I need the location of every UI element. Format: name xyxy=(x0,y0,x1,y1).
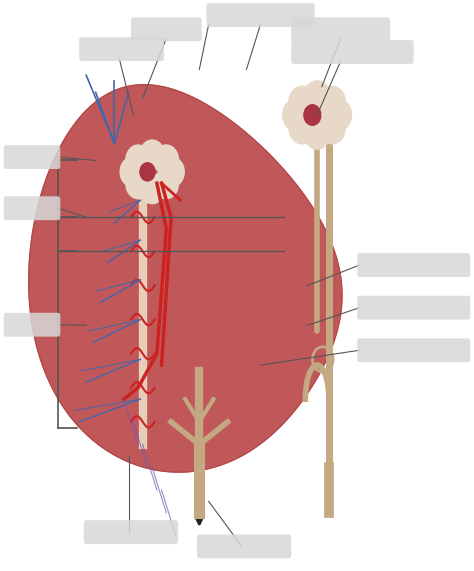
FancyBboxPatch shape xyxy=(291,17,390,41)
FancyBboxPatch shape xyxy=(131,17,201,41)
Circle shape xyxy=(126,169,150,199)
FancyBboxPatch shape xyxy=(84,520,178,544)
Circle shape xyxy=(126,145,150,175)
Circle shape xyxy=(140,163,155,181)
Circle shape xyxy=(160,157,184,187)
Circle shape xyxy=(304,105,321,125)
Circle shape xyxy=(289,86,315,118)
FancyBboxPatch shape xyxy=(79,37,164,61)
FancyBboxPatch shape xyxy=(357,339,470,362)
FancyBboxPatch shape xyxy=(197,534,291,558)
Circle shape xyxy=(304,117,330,149)
Circle shape xyxy=(140,140,164,170)
FancyBboxPatch shape xyxy=(4,196,60,220)
Circle shape xyxy=(283,99,309,131)
Circle shape xyxy=(319,112,345,144)
Circle shape xyxy=(120,157,145,187)
FancyBboxPatch shape xyxy=(4,313,60,337)
Circle shape xyxy=(154,169,178,199)
Circle shape xyxy=(319,86,345,118)
FancyBboxPatch shape xyxy=(291,40,414,64)
FancyBboxPatch shape xyxy=(206,3,315,27)
Circle shape xyxy=(304,81,330,112)
Polygon shape xyxy=(29,85,342,472)
FancyBboxPatch shape xyxy=(4,145,60,169)
Circle shape xyxy=(140,174,164,204)
FancyBboxPatch shape xyxy=(357,296,470,320)
Circle shape xyxy=(289,112,315,144)
Circle shape xyxy=(325,99,352,131)
Circle shape xyxy=(154,145,178,175)
FancyBboxPatch shape xyxy=(357,253,470,277)
